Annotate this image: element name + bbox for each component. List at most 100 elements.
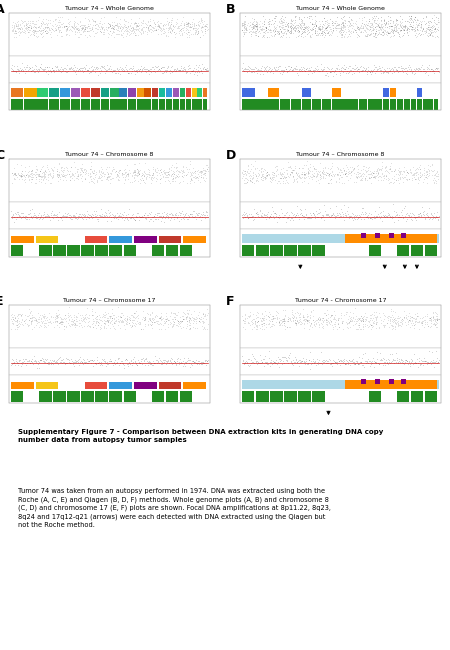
Point [248, 317, 256, 328]
Point [128, 26, 135, 36]
Point [133, 312, 140, 322]
Point [44, 162, 51, 172]
Point [412, 17, 419, 27]
Point [247, 16, 254, 27]
Point [249, 177, 256, 188]
Point [414, 64, 421, 74]
Point [9, 64, 16, 75]
Point [293, 176, 300, 187]
Point [343, 168, 350, 179]
Point [187, 168, 194, 179]
Point [295, 12, 302, 22]
Text: Tumor 74 was taken from an autopsy performed in 1974. DNA was extracted using bo: Tumor 74 was taken from an autopsy perfo… [18, 488, 330, 528]
Point [266, 14, 273, 24]
Point [94, 317, 102, 328]
Point [422, 23, 429, 33]
Point [164, 16, 171, 26]
Point [107, 210, 114, 220]
Point [25, 315, 32, 326]
Point [262, 322, 270, 332]
Point [98, 19, 105, 29]
Point [344, 358, 351, 368]
Point [423, 25, 430, 36]
Point [30, 169, 37, 179]
Point [77, 164, 85, 175]
Point [15, 65, 22, 75]
Point [71, 66, 78, 77]
Point [137, 170, 144, 181]
Point [160, 19, 167, 29]
Point [285, 358, 292, 368]
Point [173, 359, 180, 369]
Point [186, 176, 194, 187]
Point [136, 212, 143, 222]
Point [111, 211, 118, 222]
Point [24, 209, 32, 219]
Point [388, 356, 396, 367]
Point [316, 313, 323, 324]
Point [133, 358, 140, 368]
Point [147, 359, 154, 369]
Point [241, 209, 248, 219]
Point [132, 211, 140, 222]
Point [258, 317, 265, 327]
Point [51, 317, 59, 328]
Point [362, 307, 369, 318]
Point [88, 167, 95, 177]
Point [386, 316, 393, 326]
Point [191, 62, 198, 73]
Point [384, 28, 391, 38]
Point [309, 14, 316, 24]
Point [340, 25, 347, 36]
Point [148, 62, 156, 72]
Point [144, 22, 152, 32]
Bar [9, 202, 210, 229]
Point [348, 166, 356, 177]
Point [178, 208, 185, 218]
Point [349, 214, 356, 225]
Point [333, 64, 341, 75]
Point [367, 313, 374, 324]
Point [174, 21, 181, 31]
Point [144, 65, 152, 75]
Point [190, 306, 197, 317]
Point [156, 25, 163, 35]
Point [152, 350, 159, 361]
Point [11, 25, 18, 36]
Point [375, 202, 382, 212]
Point [346, 173, 354, 183]
Point [146, 172, 153, 182]
Point [400, 64, 408, 74]
Point [58, 62, 65, 72]
Point [184, 31, 191, 42]
Point [67, 63, 74, 73]
Point [410, 169, 417, 179]
Point [9, 25, 16, 36]
Bar [401, 233, 406, 238]
Point [378, 21, 385, 31]
Point [307, 162, 314, 173]
Point [308, 358, 315, 368]
Point [364, 18, 371, 29]
Point [381, 20, 388, 30]
Point [432, 346, 439, 356]
Point [415, 63, 422, 73]
Point [132, 23, 140, 34]
Point [30, 66, 37, 77]
Point [116, 22, 123, 32]
Point [319, 23, 326, 33]
Point [387, 358, 394, 368]
Point [270, 18, 277, 29]
Point [202, 21, 209, 31]
Point [241, 358, 248, 368]
Point [372, 62, 379, 72]
Title: Tumour 74 – Chromosome 8: Tumour 74 – Chromosome 8 [297, 152, 385, 157]
Point [171, 317, 178, 327]
Point [36, 21, 43, 32]
Point [10, 21, 17, 31]
Point [314, 29, 321, 40]
Point [305, 25, 312, 35]
Point [248, 173, 255, 183]
Point [92, 167, 99, 177]
Point [335, 207, 342, 218]
